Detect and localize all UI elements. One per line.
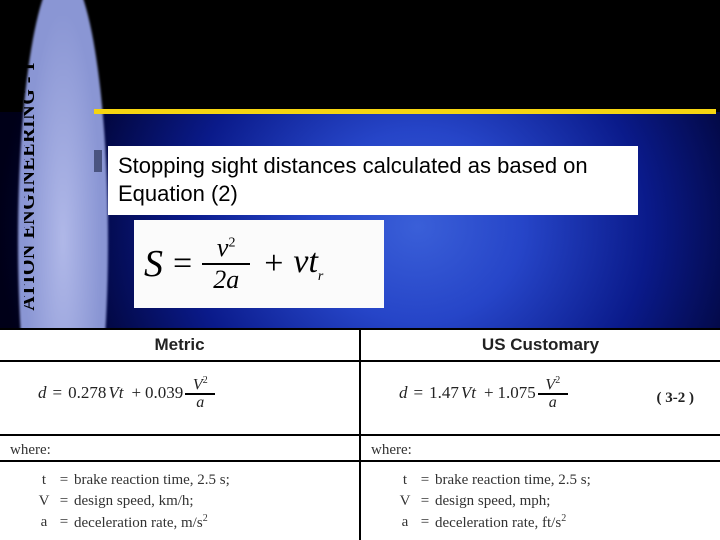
eq-denominator: 2a: [209, 265, 243, 295]
formula-cell-us: d = 1.47 Vt + 1.075 V2 a ( 3-2 ): [360, 361, 720, 435]
sidebar-text: ATION ENGINEERING - I: [24, 62, 40, 311]
defs-us: t=brake reaction time, 2.5 s; V=design s…: [360, 461, 720, 540]
formula-frac-us: V2 a: [538, 376, 568, 411]
formula-cell-metric: d = 0.278 Vt + 0.039 V2 a: [0, 361, 360, 435]
def-row: a=deceleration rate, ft/s2: [395, 512, 720, 534]
def-row: t=brake reaction time, 2.5 s;: [34, 470, 359, 491]
eq-fraction: v2 2a: [202, 233, 250, 295]
top-black-band: [0, 0, 720, 112]
formula-row: d = 0.278 Vt + 0.039 V2 a: [0, 361, 720, 435]
def-row: V=design speed, mph;: [395, 491, 720, 512]
slide: ATION ENGINEERING - I Stopping sight dis…: [0, 0, 720, 540]
def-row: t=brake reaction time, 2.5 s;: [395, 470, 720, 491]
eq-numerator: v2: [213, 233, 240, 263]
formula-metric: d = 0.278 Vt + 0.039 V2 a: [0, 362, 359, 411]
eq-lhs: S: [144, 242, 163, 286]
defs-metric: t=brake reaction time, 2.5 s; V=design s…: [0, 461, 360, 540]
col-header-metric: Metric: [0, 329, 360, 361]
where-label-metric: where:: [0, 435, 360, 461]
title-box: Stopping sight distances calculated as b…: [108, 146, 638, 215]
eq-vt-term: vtr: [293, 243, 323, 285]
eq-equals: =: [173, 245, 192, 283]
def-row: a=deceleration rate, m/s2: [34, 512, 359, 534]
slide-title: Stopping sight distances calculated as b…: [118, 152, 628, 207]
eq-plus: +: [264, 245, 283, 283]
bullet-tick: [94, 150, 102, 172]
where-row: where: where:: [0, 435, 720, 461]
main-equation: S = v2 2a + vtr: [134, 220, 384, 308]
where-label-us: where:: [360, 435, 720, 461]
equation-number: ( 3-2 ): [657, 390, 695, 407]
def-row: V=design speed, km/h;: [34, 491, 359, 512]
units-table: Metric US Customary d = 0.278 Vt + 0.039…: [0, 328, 720, 540]
col-header-us: US Customary: [360, 329, 720, 361]
horizontal-rule: [94, 109, 716, 114]
table-header-row: Metric US Customary: [0, 329, 720, 361]
definitions-row: t=brake reaction time, 2.5 s; V=design s…: [0, 461, 720, 540]
formula-frac-metric: V2 a: [185, 376, 215, 411]
sidebar-rotated-label: ATION ENGINEERING - I: [24, 0, 64, 338]
units-table-wrap: Metric US Customary d = 0.278 Vt + 0.039…: [0, 328, 720, 540]
